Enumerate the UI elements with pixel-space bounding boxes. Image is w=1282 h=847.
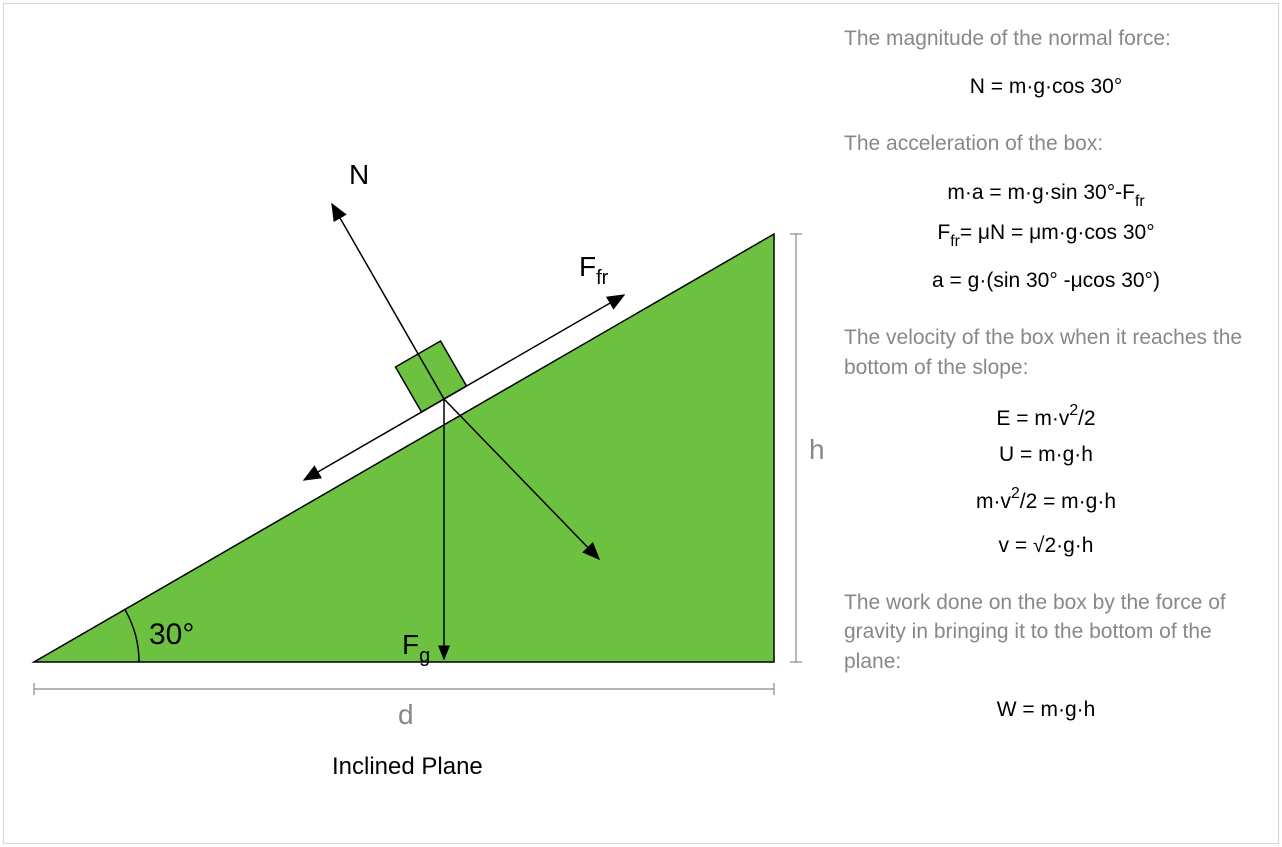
formula-accel-1: m·a = m·g·sin 30°-Ffr [844,181,1248,209]
formulas-panel: The magnitude of the normal force: N = m… [834,4,1278,843]
formula-energy-equal: m·v2/2 = m·g·h [844,487,1248,514]
force-normal-label: N [349,159,369,190]
formula-energy-kinetic: E = m·v2/2 [844,404,1248,431]
formula-normal-force: N = m·g·cos 30° [844,75,1248,99]
desc-work: The work done on the box by the force of… [844,588,1248,676]
formula-work: W = m·g·h [844,698,1248,722]
physics-diagram-svg: 30° N Ffr Fg [4,4,834,844]
force-normal-arrow [332,204,444,399]
formula-accel-2: Ffr= μN = μm·g·cos 30° [844,221,1248,249]
dim-h-label: h [809,434,825,465]
inclined-plane-triangle [34,234,774,662]
formula-energy-potential: U = m·g·h [844,443,1248,467]
diagram-panel: 30° N Ffr Fg [4,4,834,843]
formula-velocity: v = √2·g·h [844,534,1248,558]
angle-label: 30° [149,618,194,651]
force-friction-label: Ffr [579,251,609,289]
formula-accel-3: a = g·(sin 30° -μcos 30°) [844,269,1248,293]
desc-acceleration: The acceleration of the box: [844,129,1248,158]
desc-velocity: The velocity of the box when it reaches … [844,323,1248,382]
diagram-title: Inclined Plane [332,753,483,780]
diagram-container: 30° N Ffr Fg [3,3,1279,844]
desc-normal-force: The magnitude of the normal force: [844,24,1248,53]
dim-d-label: d [398,699,414,730]
